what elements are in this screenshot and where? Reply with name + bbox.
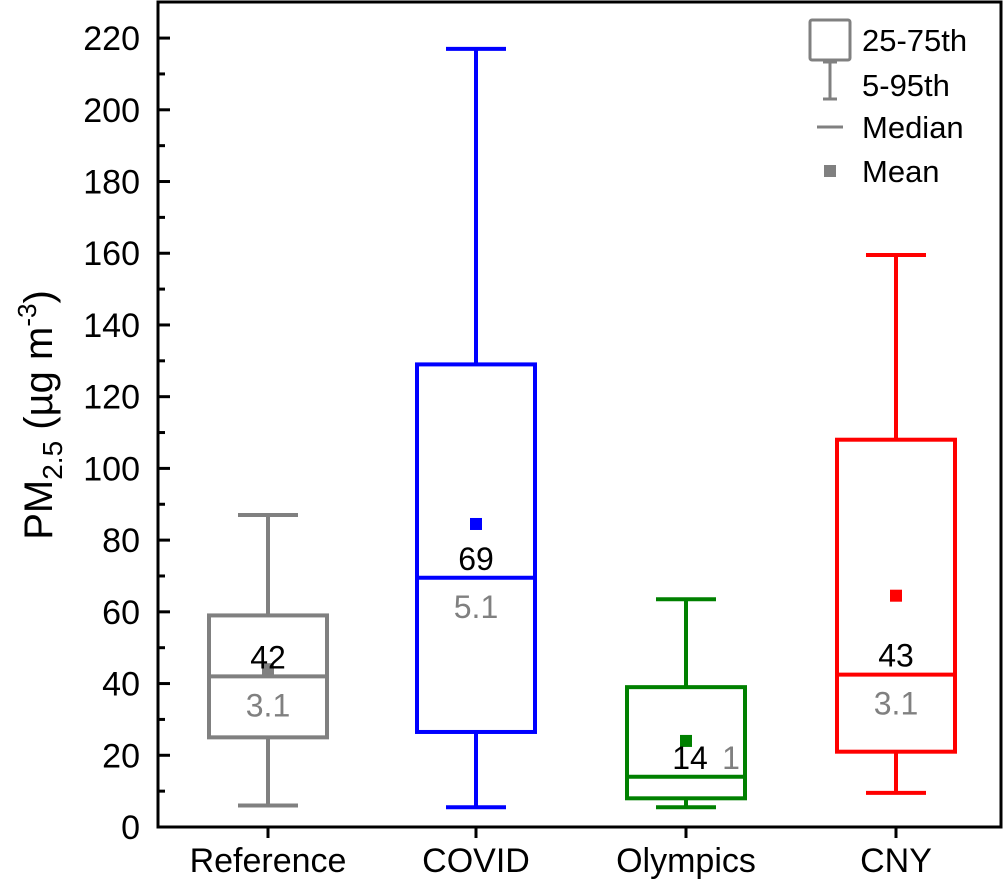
legend-box-icon — [808, 18, 852, 62]
y-axis-label: PM2.5 (µg m-3) — [12, 290, 68, 540]
box-cny: 433.1 — [835, 253, 957, 795]
box-reference: 423.1 — [207, 513, 329, 808]
x-tick-label: Olympics — [616, 842, 756, 880]
y-tick-label: 0 — [121, 809, 140, 847]
y-tick-label: 80 — [102, 522, 140, 560]
plot-frame — [156, 0, 1003, 829]
secondary-label: 3.1 — [874, 686, 918, 722]
legend-label: 5-95th — [862, 68, 950, 103]
y-tick-label: 220 — [83, 20, 140, 58]
secondary-label: 3.1 — [246, 687, 290, 723]
legend-label: 25-75th — [862, 23, 967, 58]
mean-marker — [680, 734, 692, 747]
mean-marker — [262, 663, 274, 676]
y-tick-label: 140 — [83, 307, 140, 345]
mean-marker — [470, 517, 482, 530]
iqr-box — [415, 362, 537, 734]
y-tick-label: 40 — [102, 666, 140, 704]
box-covid: 695.1 — [415, 46, 537, 810]
y-tick-label: 20 — [102, 737, 140, 775]
y-tick-label: 60 — [102, 594, 140, 632]
x-tick-label: COVID — [422, 842, 530, 880]
y-tick-label: 180 — [83, 164, 140, 202]
secondary-label: 5.1 — [454, 589, 498, 625]
y-tick-label: 200 — [83, 92, 140, 130]
legend-label: Mean — [862, 154, 940, 189]
mean-marker — [890, 589, 902, 602]
iqr-box — [835, 437, 957, 754]
secondary-label: 1 — [722, 740, 740, 776]
y-tick-label: 100 — [83, 450, 140, 488]
legend-label: Median — [862, 110, 964, 145]
box-olympics: 14 1 — [625, 597, 747, 810]
x-tick-label: CNY — [860, 842, 932, 880]
median-label: 42 — [250, 639, 286, 675]
iqr-box — [625, 685, 747, 801]
y-tick-label: 120 — [83, 379, 140, 417]
legend-mean-icon — [824, 165, 836, 177]
y-tick-label: 160 — [83, 235, 140, 273]
median-label: 14 — [672, 740, 708, 776]
median-label: 43 — [878, 638, 914, 674]
median-label: 69 — [458, 541, 494, 577]
x-tick-label: Reference — [190, 842, 347, 880]
